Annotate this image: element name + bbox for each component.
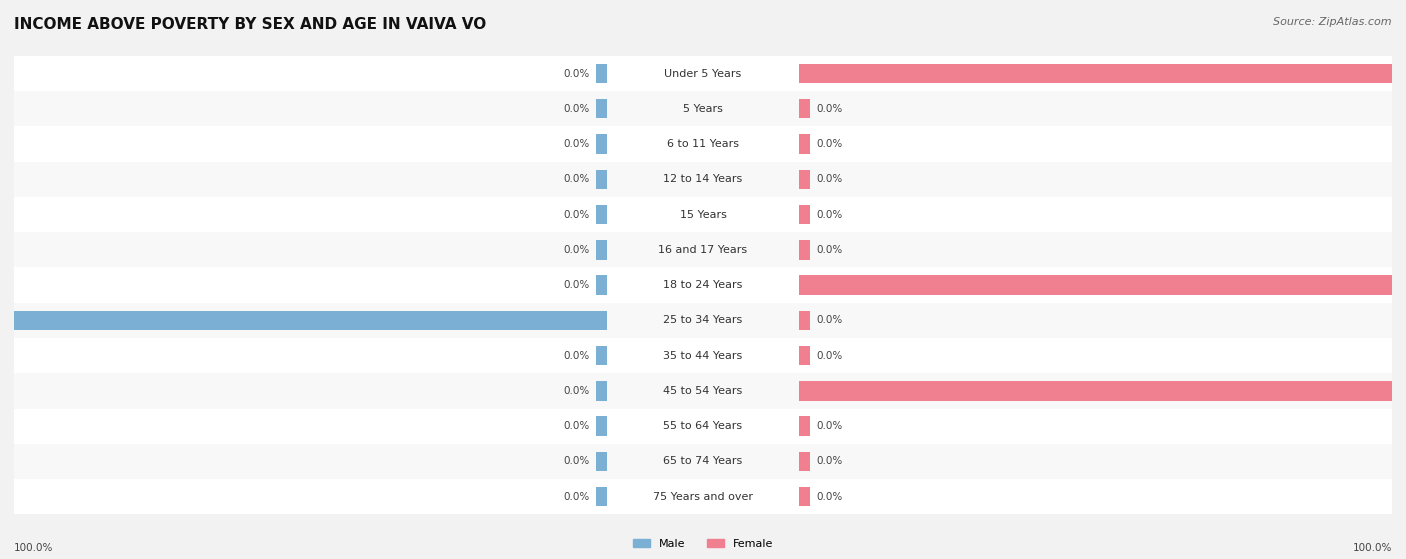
Text: 15 Years: 15 Years: [679, 210, 727, 220]
Bar: [596, 169, 606, 189]
Text: 0.0%: 0.0%: [562, 492, 589, 501]
Text: 75 Years and over: 75 Years and over: [652, 492, 754, 501]
Text: 5 Years: 5 Years: [683, 104, 723, 114]
Bar: [800, 381, 1406, 401]
Text: 55 to 64 Years: 55 to 64 Years: [664, 421, 742, 431]
Text: 35 to 44 Years: 35 to 44 Years: [664, 350, 742, 361]
Bar: [596, 64, 606, 83]
Bar: [800, 346, 810, 366]
Bar: [596, 452, 606, 471]
Text: 65 to 74 Years: 65 to 74 Years: [664, 456, 742, 466]
Text: 0.0%: 0.0%: [817, 210, 844, 220]
Bar: [14, 303, 1392, 338]
Text: INCOME ABOVE POVERTY BY SEX AND AGE IN VAIVA VO: INCOME ABOVE POVERTY BY SEX AND AGE IN V…: [14, 17, 486, 32]
Text: 0.0%: 0.0%: [562, 210, 589, 220]
Text: 0.0%: 0.0%: [817, 350, 844, 361]
Bar: [14, 444, 1392, 479]
Bar: [800, 205, 810, 224]
Text: 25 to 34 Years: 25 to 34 Years: [664, 315, 742, 325]
Bar: [596, 240, 606, 259]
Bar: [800, 311, 810, 330]
Bar: [800, 64, 1406, 83]
Bar: [14, 126, 1392, 162]
Bar: [14, 338, 1392, 373]
Bar: [596, 487, 606, 506]
Bar: [14, 91, 1392, 126]
Text: 45 to 54 Years: 45 to 54 Years: [664, 386, 742, 396]
Text: 0.0%: 0.0%: [562, 280, 589, 290]
Text: 0.0%: 0.0%: [562, 174, 589, 184]
Text: 0.0%: 0.0%: [817, 456, 844, 466]
Text: Under 5 Years: Under 5 Years: [665, 69, 741, 78]
Text: 0.0%: 0.0%: [562, 386, 589, 396]
Bar: [596, 205, 606, 224]
Bar: [596, 134, 606, 154]
Text: 18 to 24 Years: 18 to 24 Years: [664, 280, 742, 290]
Text: 0.0%: 0.0%: [562, 139, 589, 149]
Text: 6 to 11 Years: 6 to 11 Years: [666, 139, 740, 149]
Bar: [596, 99, 606, 119]
Text: 0.0%: 0.0%: [817, 492, 844, 501]
Bar: [596, 346, 606, 366]
Bar: [800, 99, 810, 119]
Text: 100.0%: 100.0%: [1353, 543, 1392, 553]
Bar: [596, 381, 606, 401]
Bar: [14, 267, 1392, 303]
Text: 0.0%: 0.0%: [562, 350, 589, 361]
Bar: [14, 232, 1392, 267]
Bar: [800, 452, 810, 471]
Text: 16 and 17 Years: 16 and 17 Years: [658, 245, 748, 255]
Bar: [14, 479, 1392, 514]
Text: 0.0%: 0.0%: [817, 104, 844, 114]
Text: 0.0%: 0.0%: [562, 456, 589, 466]
Bar: [14, 162, 1392, 197]
Bar: [0, 311, 606, 330]
Bar: [800, 240, 810, 259]
Bar: [800, 169, 810, 189]
Text: Source: ZipAtlas.com: Source: ZipAtlas.com: [1274, 17, 1392, 27]
Text: 100.0%: 100.0%: [14, 543, 53, 553]
Text: 0.0%: 0.0%: [562, 69, 589, 78]
Bar: [596, 416, 606, 436]
Text: 0.0%: 0.0%: [817, 174, 844, 184]
Text: 12 to 14 Years: 12 to 14 Years: [664, 174, 742, 184]
Text: 0.0%: 0.0%: [562, 421, 589, 431]
Legend: Male, Female: Male, Female: [628, 534, 778, 553]
Text: 0.0%: 0.0%: [817, 421, 844, 431]
Text: 0.0%: 0.0%: [817, 315, 844, 325]
Bar: [596, 276, 606, 295]
Text: 0.0%: 0.0%: [817, 139, 844, 149]
Bar: [800, 487, 810, 506]
Text: 0.0%: 0.0%: [562, 104, 589, 114]
Bar: [14, 197, 1392, 232]
Text: 0.0%: 0.0%: [817, 245, 844, 255]
Bar: [14, 56, 1392, 91]
Bar: [800, 134, 810, 154]
Bar: [14, 409, 1392, 444]
Bar: [800, 276, 1406, 295]
Text: 0.0%: 0.0%: [562, 245, 589, 255]
Bar: [14, 373, 1392, 409]
Bar: [800, 416, 810, 436]
